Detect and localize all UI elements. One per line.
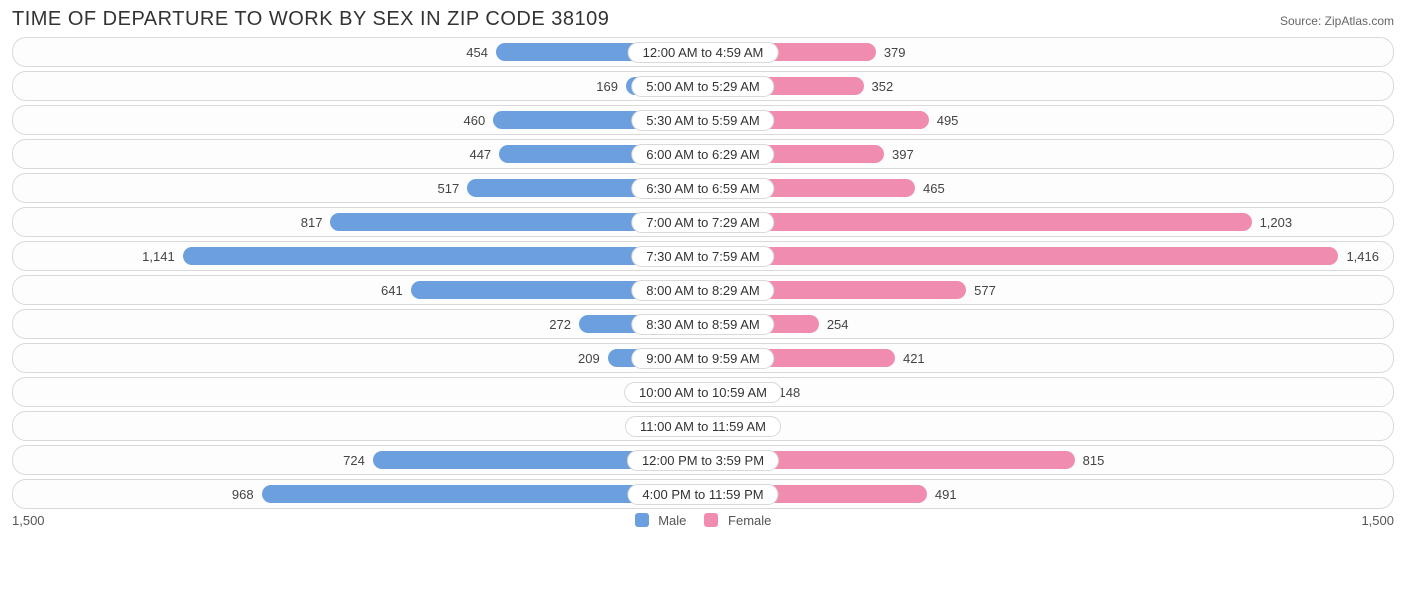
- legend: Male Female: [635, 513, 772, 528]
- female-value: 577: [966, 283, 1004, 298]
- category-label: 6:00 AM to 6:29 AM: [631, 144, 774, 165]
- male-value: 517: [430, 181, 468, 196]
- female-half: 421: [703, 344, 1387, 372]
- male-value: 1,141: [134, 249, 183, 264]
- diverging-bar-chart: 454 379 12:00 AM to 4:59 AM 169 352 5:00 AM t…: [12, 37, 1394, 509]
- male-half: 460: [19, 106, 703, 134]
- male-value: 460: [456, 113, 494, 128]
- chart-row: 968 491 4:00 PM to 11:59 PM: [12, 479, 1394, 509]
- male-half: 454: [19, 38, 703, 66]
- female-value: 397: [884, 147, 922, 162]
- category-label: 8:00 AM to 8:29 AM: [631, 280, 774, 301]
- legend-item-male: Male: [635, 513, 687, 528]
- category-label: 11:00 AM to 11:59 AM: [625, 416, 781, 437]
- male-half: 272: [19, 310, 703, 338]
- legend-female-label: Female: [728, 513, 771, 528]
- female-value: 379: [876, 45, 914, 60]
- male-half: 1,141: [19, 242, 703, 270]
- male-value: 817: [293, 215, 331, 230]
- female-half: 352: [703, 72, 1387, 100]
- male-value: 724: [335, 453, 373, 468]
- category-label: 4:00 PM to 11:59 PM: [627, 484, 778, 505]
- male-value: 641: [373, 283, 411, 298]
- category-label: 12:00 PM to 3:59 PM: [627, 450, 779, 471]
- legend-item-female: Female: [704, 513, 771, 528]
- category-label: 7:00 AM to 7:29 AM: [631, 212, 774, 233]
- female-half: 491: [703, 480, 1387, 508]
- male-swatch: [635, 513, 649, 527]
- female-value: 352: [864, 79, 902, 94]
- male-half: 817: [19, 208, 703, 236]
- source-label: Source: ZipAtlas.com: [1280, 14, 1394, 28]
- female-half: 254: [703, 310, 1387, 338]
- female-half: 495: [703, 106, 1387, 134]
- male-value: 169: [588, 79, 626, 94]
- chart-row: 447 397 6:00 AM to 6:29 AM: [12, 139, 1394, 169]
- category-label: 10:00 AM to 10:59 AM: [624, 382, 782, 403]
- female-half: 1,416: [703, 242, 1387, 270]
- chart-row: 209 421 9:00 AM to 9:59 AM: [12, 343, 1394, 373]
- category-label: 9:00 AM to 9:59 AM: [631, 348, 774, 369]
- female-value: 1,203: [1252, 215, 1301, 230]
- male-value: 454: [458, 45, 496, 60]
- female-value: 421: [895, 351, 933, 366]
- male-half: 724: [19, 446, 703, 474]
- male-half: 0: [19, 412, 703, 440]
- chart-row: 7714810:00 AM to 10:59 AM: [12, 377, 1394, 407]
- male-bar: [183, 247, 703, 265]
- chart-row: 454 379 12:00 AM to 4:59 AM: [12, 37, 1394, 67]
- female-value: 491: [927, 487, 965, 502]
- category-label: 12:00 AM to 4:59 AM: [628, 42, 779, 63]
- male-half: 447: [19, 140, 703, 168]
- male-half: 641: [19, 276, 703, 304]
- chart-row: 724 815 12:00 PM to 3:59 PM: [12, 445, 1394, 475]
- female-value: 1,416: [1338, 249, 1387, 264]
- chart-row: 08311:00 AM to 11:59 AM: [12, 411, 1394, 441]
- category-label: 6:30 AM to 6:59 AM: [631, 178, 774, 199]
- legend-male-label: Male: [658, 513, 686, 528]
- female-value: 495: [929, 113, 967, 128]
- category-label: 7:30 AM to 7:59 AM: [631, 246, 774, 267]
- female-value: 465: [915, 181, 953, 196]
- male-half: 517: [19, 174, 703, 202]
- female-half: 465: [703, 174, 1387, 202]
- male-value: 209: [570, 351, 608, 366]
- female-half: 577: [703, 276, 1387, 304]
- female-half: 397: [703, 140, 1387, 168]
- female-bar: [703, 247, 1338, 265]
- female-bar: [703, 213, 1252, 231]
- chart-row: 169 352 5:00 AM to 5:29 AM: [12, 71, 1394, 101]
- category-label: 5:30 AM to 5:59 AM: [631, 110, 774, 131]
- category-label: 8:30 AM to 8:59 AM: [631, 314, 774, 335]
- male-half: 209: [19, 344, 703, 372]
- female-swatch: [704, 513, 718, 527]
- male-value: 272: [541, 317, 579, 332]
- female-half: 1,203: [703, 208, 1387, 236]
- chart-row: 641 577 8:00 AM to 8:29 AM: [12, 275, 1394, 305]
- male-value: 447: [461, 147, 499, 162]
- male-half: 968: [19, 480, 703, 508]
- axis-left-max: 1,500: [12, 513, 45, 528]
- male-half: 77: [19, 378, 703, 406]
- chart-row: 460 495 5:30 AM to 5:59 AM: [12, 105, 1394, 135]
- female-half: 815: [703, 446, 1387, 474]
- female-half: 83: [703, 412, 1387, 440]
- chart-row: 517 465 6:30 AM to 6:59 AM: [12, 173, 1394, 203]
- male-value: 968: [224, 487, 262, 502]
- chart-row: 1,141 1,416 7:30 AM to 7:59 AM: [12, 241, 1394, 271]
- category-label: 5:00 AM to 5:29 AM: [631, 76, 774, 97]
- female-half: 379: [703, 38, 1387, 66]
- female-value: 254: [819, 317, 857, 332]
- chart-row: 272 254 8:30 AM to 8:59 AM: [12, 309, 1394, 339]
- male-half: 169: [19, 72, 703, 100]
- female-half: 148: [703, 378, 1387, 406]
- chart-row: 817 1,203 7:00 AM to 7:29 AM: [12, 207, 1394, 237]
- female-value: 815: [1075, 453, 1113, 468]
- chart-title: TIME OF DEPARTURE TO WORK BY SEX IN ZIP …: [12, 8, 609, 31]
- axis-right-max: 1,500: [1361, 513, 1394, 528]
